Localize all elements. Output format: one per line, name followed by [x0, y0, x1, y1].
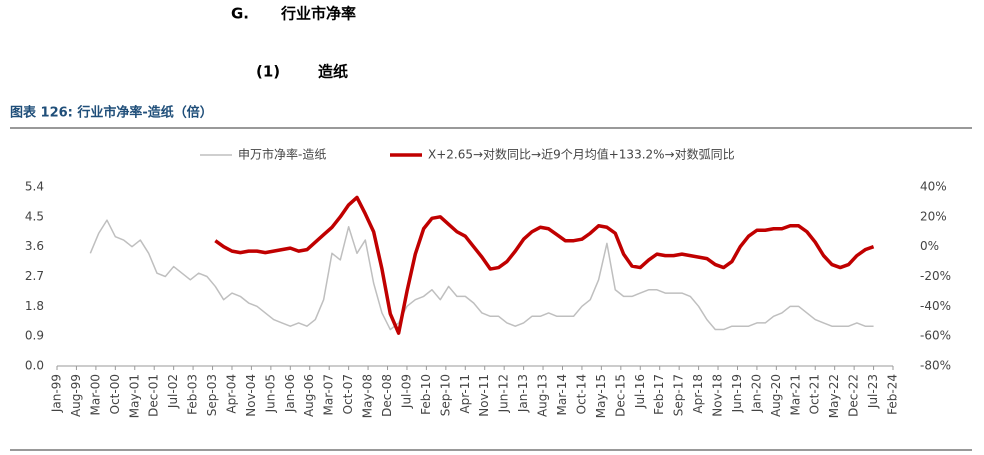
y-tick-label: 2.7 — [25, 269, 44, 283]
x-tick-label: Sep-17 — [672, 374, 686, 416]
x-tick-label: Jun-19 — [730, 374, 744, 413]
x-tick-label: Feb-17 — [652, 374, 666, 415]
x-tick-label: Mar-21 — [788, 374, 802, 415]
legend-label: 申万市净率-造纸 — [238, 147, 326, 162]
y2-tick-label: -40% — [920, 299, 951, 313]
x-tick-label: Jan-99 — [50, 374, 64, 413]
x-tick-label: May-15 — [594, 374, 608, 418]
x-tick-label: Oct-14 — [574, 374, 588, 414]
x-tick-label: Jan-13 — [516, 374, 530, 413]
series-line — [89, 219, 874, 331]
x-tick-label: Aug-99 — [69, 374, 83, 417]
x-tick-label: Apr-04 — [224, 374, 238, 414]
x-tick-label: Oct-00 — [108, 374, 122, 414]
x-tick-label: Feb-10 — [419, 374, 433, 415]
x-tick-label: Dec-15 — [613, 374, 627, 417]
x-tick-label: Jan-20 — [749, 374, 763, 413]
x-tick-label: Apr-18 — [691, 374, 705, 414]
x-tick-label: Mar-07 — [322, 374, 336, 415]
y-tick-label: 4.5 — [25, 209, 44, 223]
figure-caption: 图表 126: 行业市净率-造纸（倍） — [10, 105, 213, 121]
x-tick-label: Jul-16 — [633, 374, 647, 409]
y-tick-label: 5.4 — [25, 180, 44, 194]
y2-tick-label: -80% — [920, 359, 951, 373]
x-tick-label: Dec-22 — [847, 374, 861, 417]
x-tick-label: Sep-10 — [438, 374, 452, 416]
y2-tick-label: -60% — [920, 329, 951, 343]
subsection-number: (1) — [256, 63, 280, 81]
x-tick-label: Nov-11 — [477, 374, 491, 417]
y-tick-label: 0.9 — [25, 329, 44, 343]
x-tick-label: Jul-02 — [166, 374, 180, 409]
subsection-title: 造纸 — [318, 63, 348, 81]
section-number: G. — [231, 5, 249, 23]
x-tick-label: Apr-11 — [458, 374, 472, 414]
x-tick-label: Dec-01 — [147, 374, 161, 417]
x-tick-label: May-01 — [127, 374, 141, 418]
x-tick-label: Feb-03 — [186, 374, 200, 415]
x-tick-label: Mar-00 — [88, 374, 102, 415]
x-tick-label: Dec-08 — [380, 374, 394, 417]
legend-label: X+2.65→对数同比→近9个月均值+133.2%→对数弧同比 — [428, 147, 735, 162]
x-tick-label: Sep-03 — [205, 374, 219, 416]
y-tick-label: 0.0 — [25, 359, 44, 373]
x-tick-label: Mar-14 — [555, 374, 569, 415]
x-tick-label: Jun-05 — [263, 374, 277, 413]
x-tick-label: Nov-04 — [244, 374, 258, 417]
x-tick-label: Aug-06 — [302, 374, 316, 417]
y-tick-label: 3.6 — [25, 239, 44, 253]
x-tick-label: Jul-09 — [399, 374, 413, 409]
x-tick-label: Jun-12 — [497, 374, 511, 413]
y-tick-label: 1.8 — [25, 299, 44, 313]
y2-tick-label: 0% — [920, 239, 939, 253]
y2-tick-label: -20% — [920, 269, 951, 283]
x-tick-label: Oct-21 — [808, 374, 822, 414]
x-tick-label: Aug-20 — [769, 374, 783, 417]
series-line — [214, 195, 875, 335]
x-tick-label: May-22 — [827, 374, 841, 418]
x-tick-label: Oct-07 — [341, 374, 355, 414]
x-tick-label: May-08 — [361, 374, 375, 418]
x-tick-label: Nov-18 — [711, 374, 725, 417]
y2-tick-label: 20% — [920, 209, 947, 223]
x-tick-label: Jul-23 — [866, 374, 880, 409]
y2-tick-label: 40% — [920, 180, 947, 194]
x-tick-label: Aug-13 — [536, 374, 550, 417]
x-tick-label: Jan-06 — [283, 374, 297, 413]
x-tick-label: Feb-24 — [886, 374, 900, 415]
section-title: 行业市净率 — [280, 5, 356, 23]
